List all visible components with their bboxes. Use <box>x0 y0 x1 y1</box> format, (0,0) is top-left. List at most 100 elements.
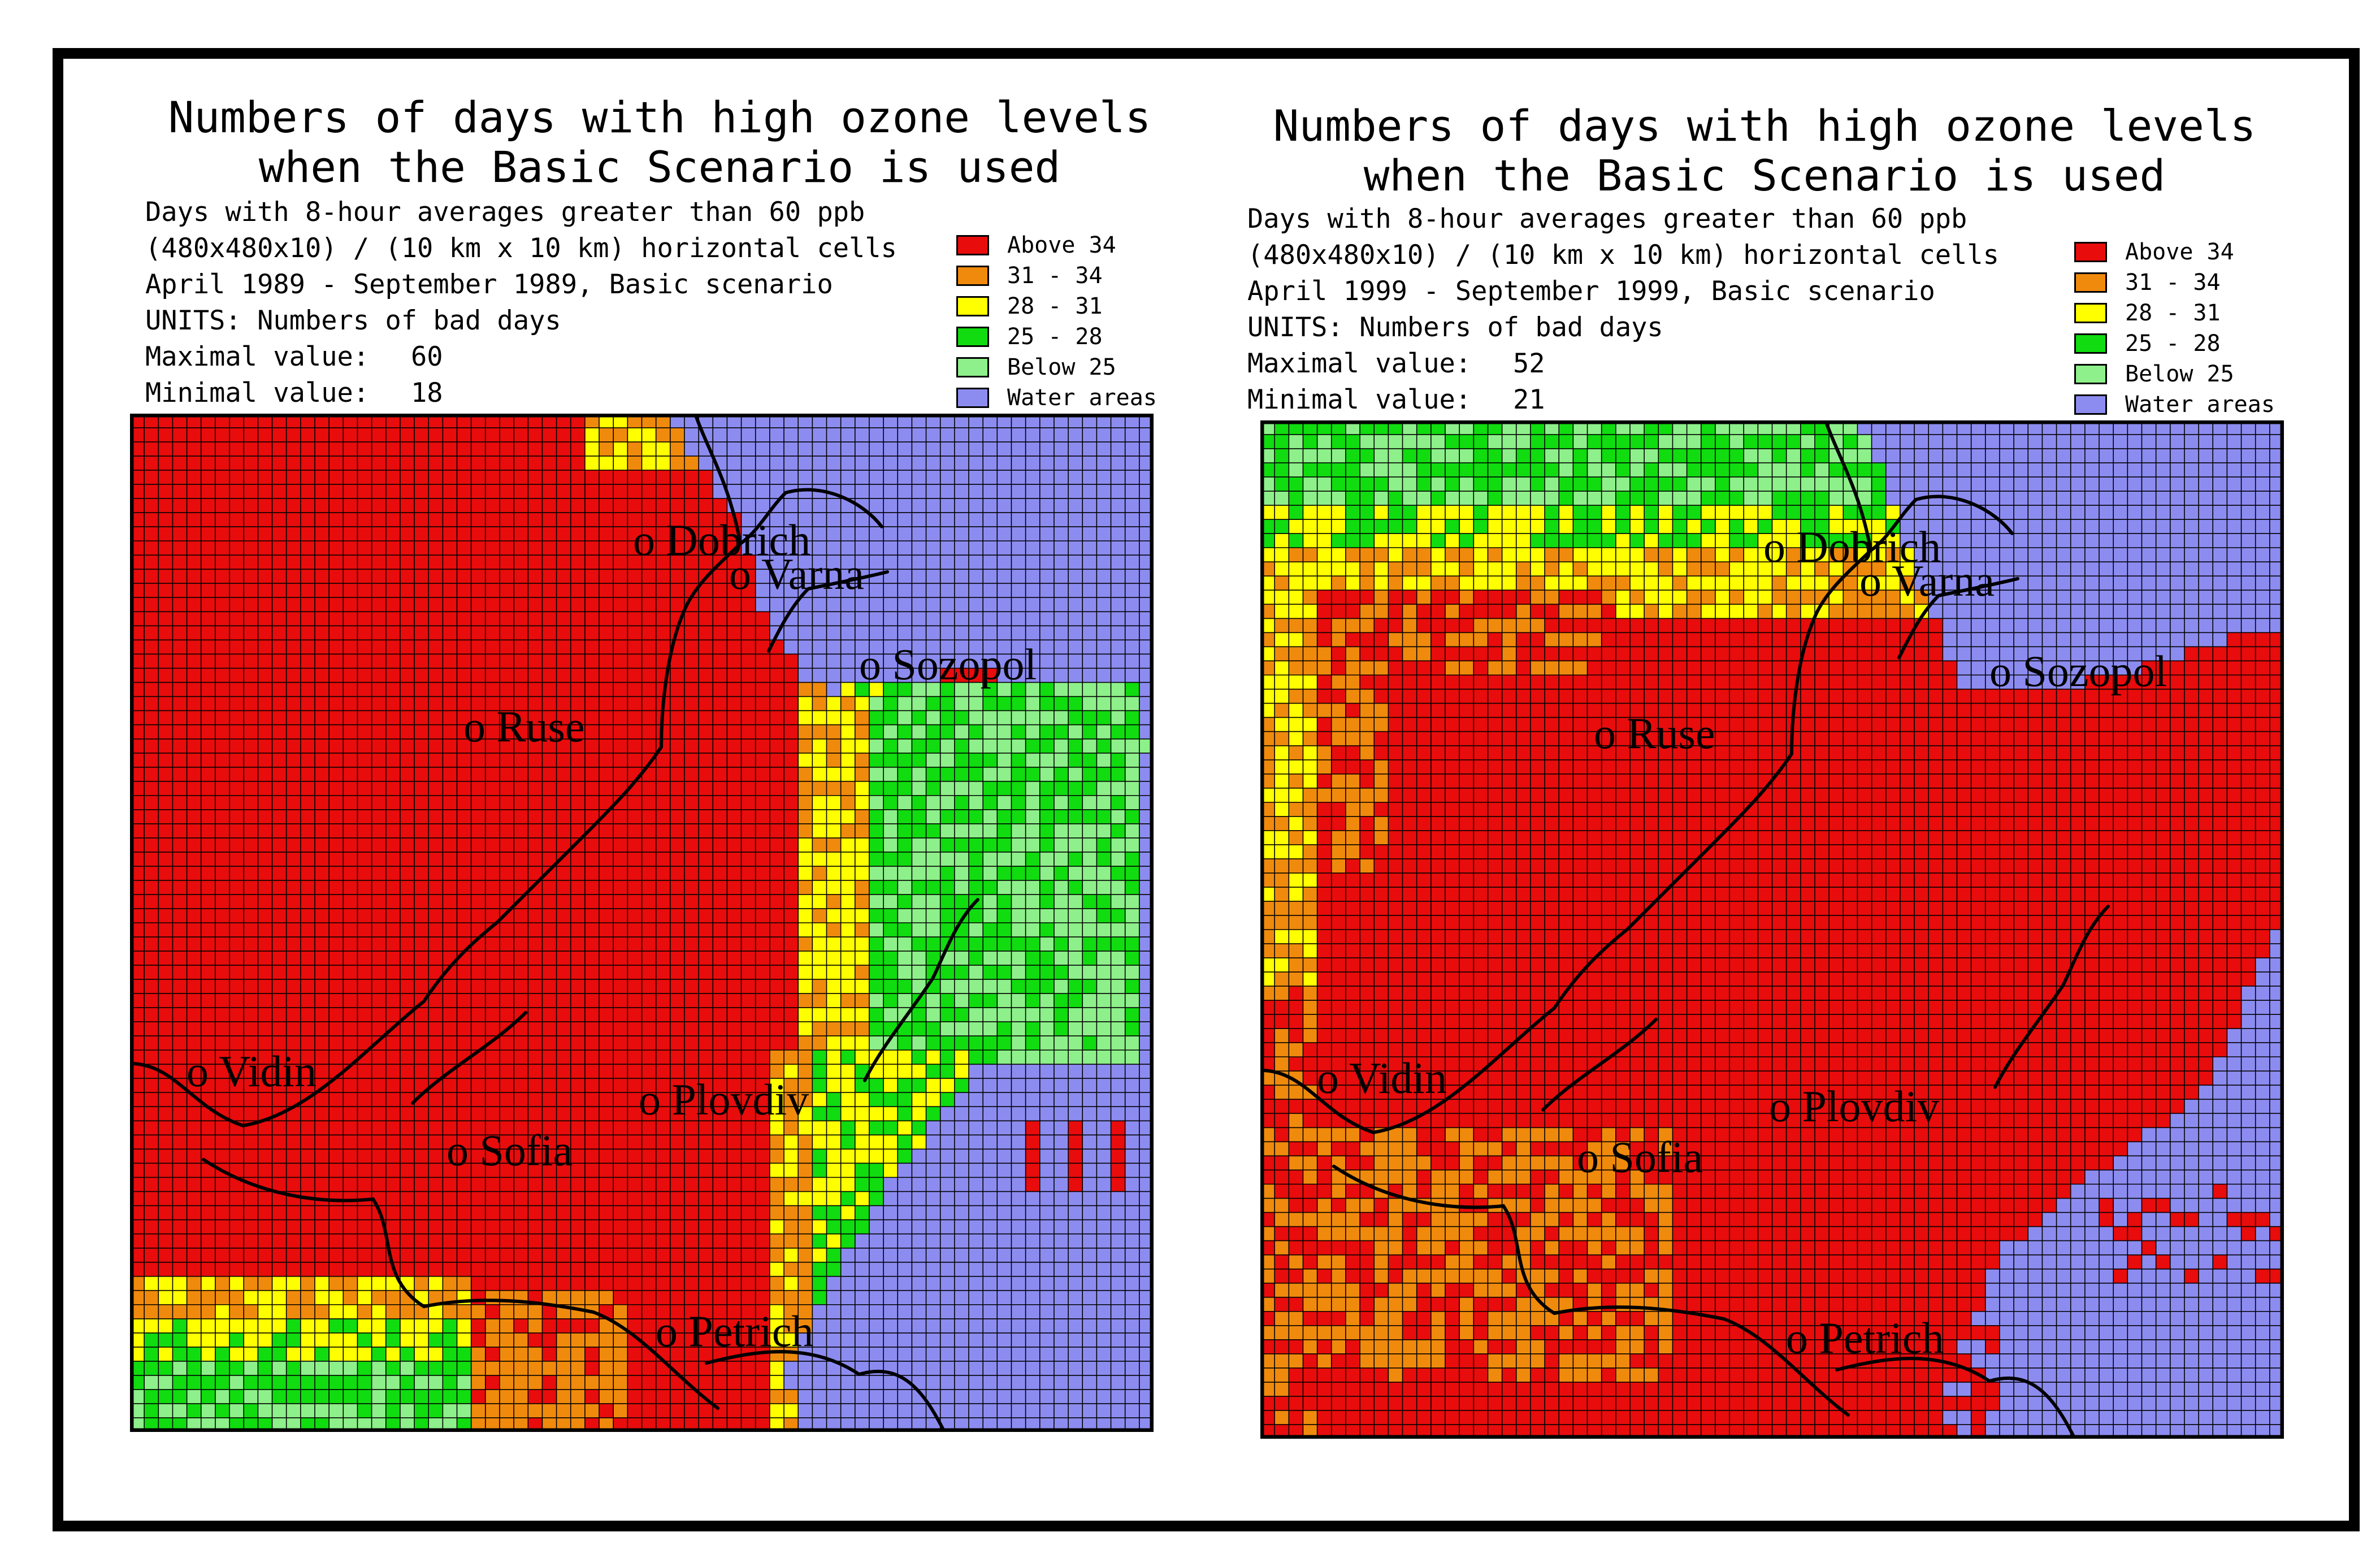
grid-cell <box>812 753 827 768</box>
grid-cell <box>414 866 429 881</box>
grid-cell <box>869 1177 884 1192</box>
grid-cell <box>869 1205 884 1220</box>
grid-cell <box>570 809 586 824</box>
grid-cell <box>1082 527 1097 541</box>
grid-cell <box>570 1036 586 1051</box>
grid-cell <box>969 852 983 867</box>
grid-cell <box>926 1149 941 1164</box>
grid-cell <box>926 937 941 952</box>
grid-cell <box>471 1347 486 1362</box>
grid-cell <box>514 1022 528 1036</box>
grid-cell <box>314 1361 330 1376</box>
grid-cell <box>201 498 216 513</box>
grid-cell <box>314 696 330 711</box>
grid-cell <box>471 1219 486 1235</box>
grid-cell <box>741 1248 756 1263</box>
grid-cell <box>158 1304 173 1319</box>
grid-cell <box>485 1248 500 1263</box>
grid-cell <box>755 1036 770 1051</box>
grid-cell <box>1096 908 1111 923</box>
grid-cell <box>187 1008 202 1022</box>
grid-cell <box>528 852 543 867</box>
grid-cell <box>215 442 230 457</box>
grid-cell <box>201 1177 216 1192</box>
grid-cell <box>158 541 173 555</box>
grid-cell <box>798 1163 813 1178</box>
grid-cell <box>514 1332 528 1348</box>
grid-cell <box>855 880 870 895</box>
grid-cell <box>912 527 926 541</box>
grid-cell <box>1125 1064 1140 1079</box>
grid-cell <box>514 739 528 754</box>
grid-cell <box>926 852 941 867</box>
grid-cell <box>314 428 330 442</box>
grid-cell <box>485 965 500 980</box>
grid-cell <box>286 583 301 598</box>
grid-cell <box>940 866 955 881</box>
grid-cell <box>855 923 870 937</box>
grid-cell <box>258 1332 272 1348</box>
grid-cell <box>570 1177 586 1192</box>
grid-cell <box>940 993 955 1008</box>
grid-cell <box>741 866 756 881</box>
grid-cell <box>755 428 770 442</box>
grid-cell <box>898 597 912 612</box>
grid-cell <box>457 1234 472 1249</box>
grid-cell <box>1125 1276 1140 1291</box>
grid-cell <box>329 852 344 867</box>
grid-cell <box>684 923 699 937</box>
grid-cell <box>912 1191 926 1206</box>
grid-cell <box>201 710 216 726</box>
grid-cell <box>485 1064 500 1079</box>
grid-cell <box>641 1036 657 1051</box>
grid-cell <box>584 597 600 612</box>
grid-cell <box>144 1078 159 1093</box>
grid-cell <box>1039 654 1055 669</box>
grid-cell <box>812 1276 827 1291</box>
grid-cell <box>144 1290 159 1305</box>
grid-cell <box>570 696 586 711</box>
grid-cell <box>883 668 898 683</box>
grid-cell <box>627 739 642 754</box>
grid-cell <box>272 1121 287 1135</box>
grid-cell <box>1082 923 1097 937</box>
grid-cell <box>855 1304 870 1319</box>
grid-cell <box>769 456 784 471</box>
grid-cell <box>926 1375 941 1390</box>
grid-cell <box>258 923 272 937</box>
grid-cell <box>713 1304 727 1319</box>
grid-cell <box>699 979 713 994</box>
grid-cell <box>201 1022 216 1036</box>
grid-cell <box>314 1064 330 1079</box>
grid-cell <box>215 1318 230 1334</box>
grid-cell <box>314 1121 330 1135</box>
grid-cell <box>471 555 486 570</box>
grid-cell <box>954 1064 969 1079</box>
grid-cell <box>514 1036 528 1051</box>
grid-cell <box>599 753 614 768</box>
grid-cell <box>1054 555 1069 570</box>
grid-cell <box>684 767 699 782</box>
grid-cell <box>414 795 429 810</box>
grid-cell <box>869 1276 884 1291</box>
grid-cell <box>272 979 287 994</box>
grid-cell <box>485 809 500 824</box>
grid-cell <box>514 626 528 640</box>
grid-cell <box>457 739 472 754</box>
grid-cell <box>1082 1036 1097 1051</box>
grid-cell <box>599 569 614 584</box>
grid-cell <box>1025 837 1041 853</box>
grid-cell <box>997 626 1012 640</box>
grid-cell <box>1068 1149 1083 1164</box>
grid-cell <box>855 1008 870 1022</box>
grid-cell <box>1068 583 1083 598</box>
grid-cell <box>272 569 287 584</box>
grid-cell <box>983 923 998 937</box>
grid-cell <box>883 1064 898 1079</box>
grid-cell <box>826 1163 842 1178</box>
grid-cell <box>641 1375 657 1390</box>
grid-cell <box>385 583 401 598</box>
grid-cell <box>641 1290 657 1305</box>
grid-cell <box>1096 569 1111 584</box>
grid-cell <box>855 767 870 782</box>
